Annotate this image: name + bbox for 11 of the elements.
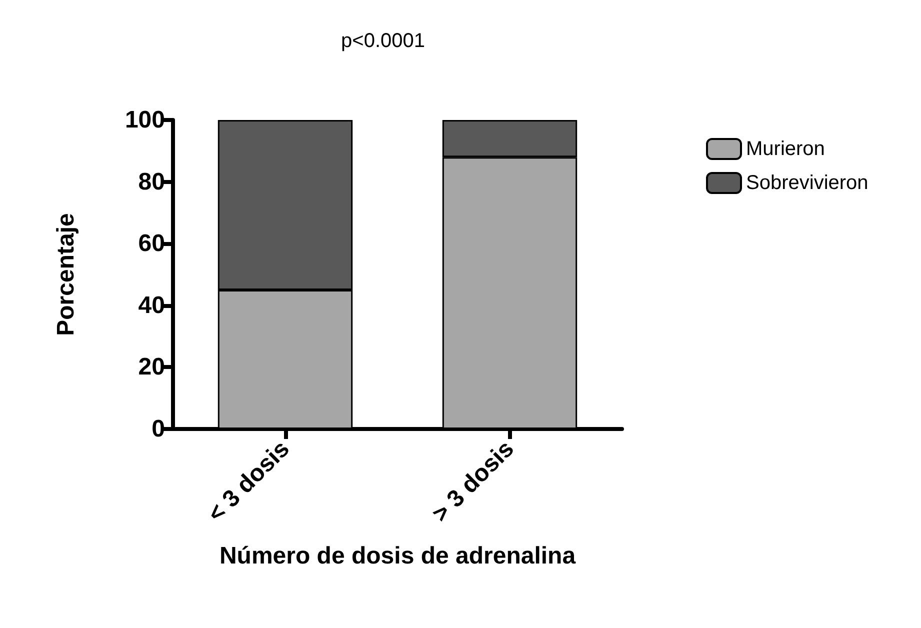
y-tick-label: 20 — [138, 354, 165, 381]
x-axis-title: Número de dosis de adrenalina — [219, 542, 576, 570]
chart-title: p<0.0001 — [341, 30, 425, 52]
legend-label: Sobrevivieron — [746, 172, 868, 194]
y-tick-label: 80 — [138, 168, 165, 196]
y-tick-label: 40 — [138, 292, 165, 319]
legend-label: Murieron — [746, 138, 825, 160]
y-tick-label: 0 — [152, 416, 165, 442]
y-axis-title: Porcentaje — [52, 213, 80, 336]
y-tick-label: 100 — [124, 106, 165, 134]
y-tick-label: 60 — [138, 230, 165, 258]
